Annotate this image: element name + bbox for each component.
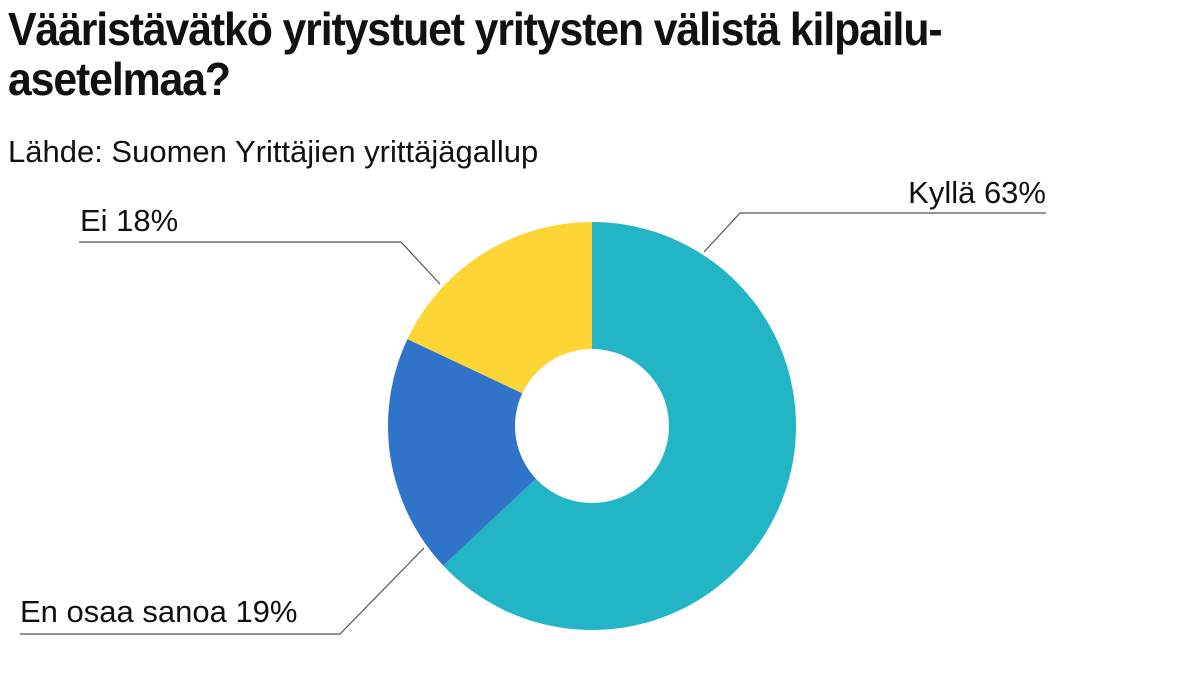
label-leader-lines bbox=[20, 212, 1046, 635]
chart-title: Vääristävätkö yritystuet yritysten välis… bbox=[8, 3, 943, 105]
chart-subtitle: Lähde: Suomen Yrittäjien yrittäjägallup bbox=[8, 134, 539, 169]
slice-labels: Kyllä 63% Ei 18% En osaa sanoa 19% bbox=[20, 175, 1046, 629]
slice-label-ei: Ei 18% bbox=[80, 203, 178, 238]
donut-slice-kylla bbox=[443, 222, 797, 630]
donut-slice-en-osaa-sanoa bbox=[388, 339, 536, 566]
donut-slices bbox=[388, 222, 797, 630]
leader-line-kylla bbox=[703, 212, 1046, 253]
donut-slice-ei bbox=[407, 222, 592, 394]
leader-line-ei bbox=[79, 241, 441, 285]
leader-line-en-osaa-sanoa bbox=[20, 547, 425, 635]
slice-label-en-osaa-sanoa: En osaa sanoa 19% bbox=[20, 594, 298, 629]
slice-label-kylla: Kyllä 63% bbox=[908, 175, 1046, 210]
